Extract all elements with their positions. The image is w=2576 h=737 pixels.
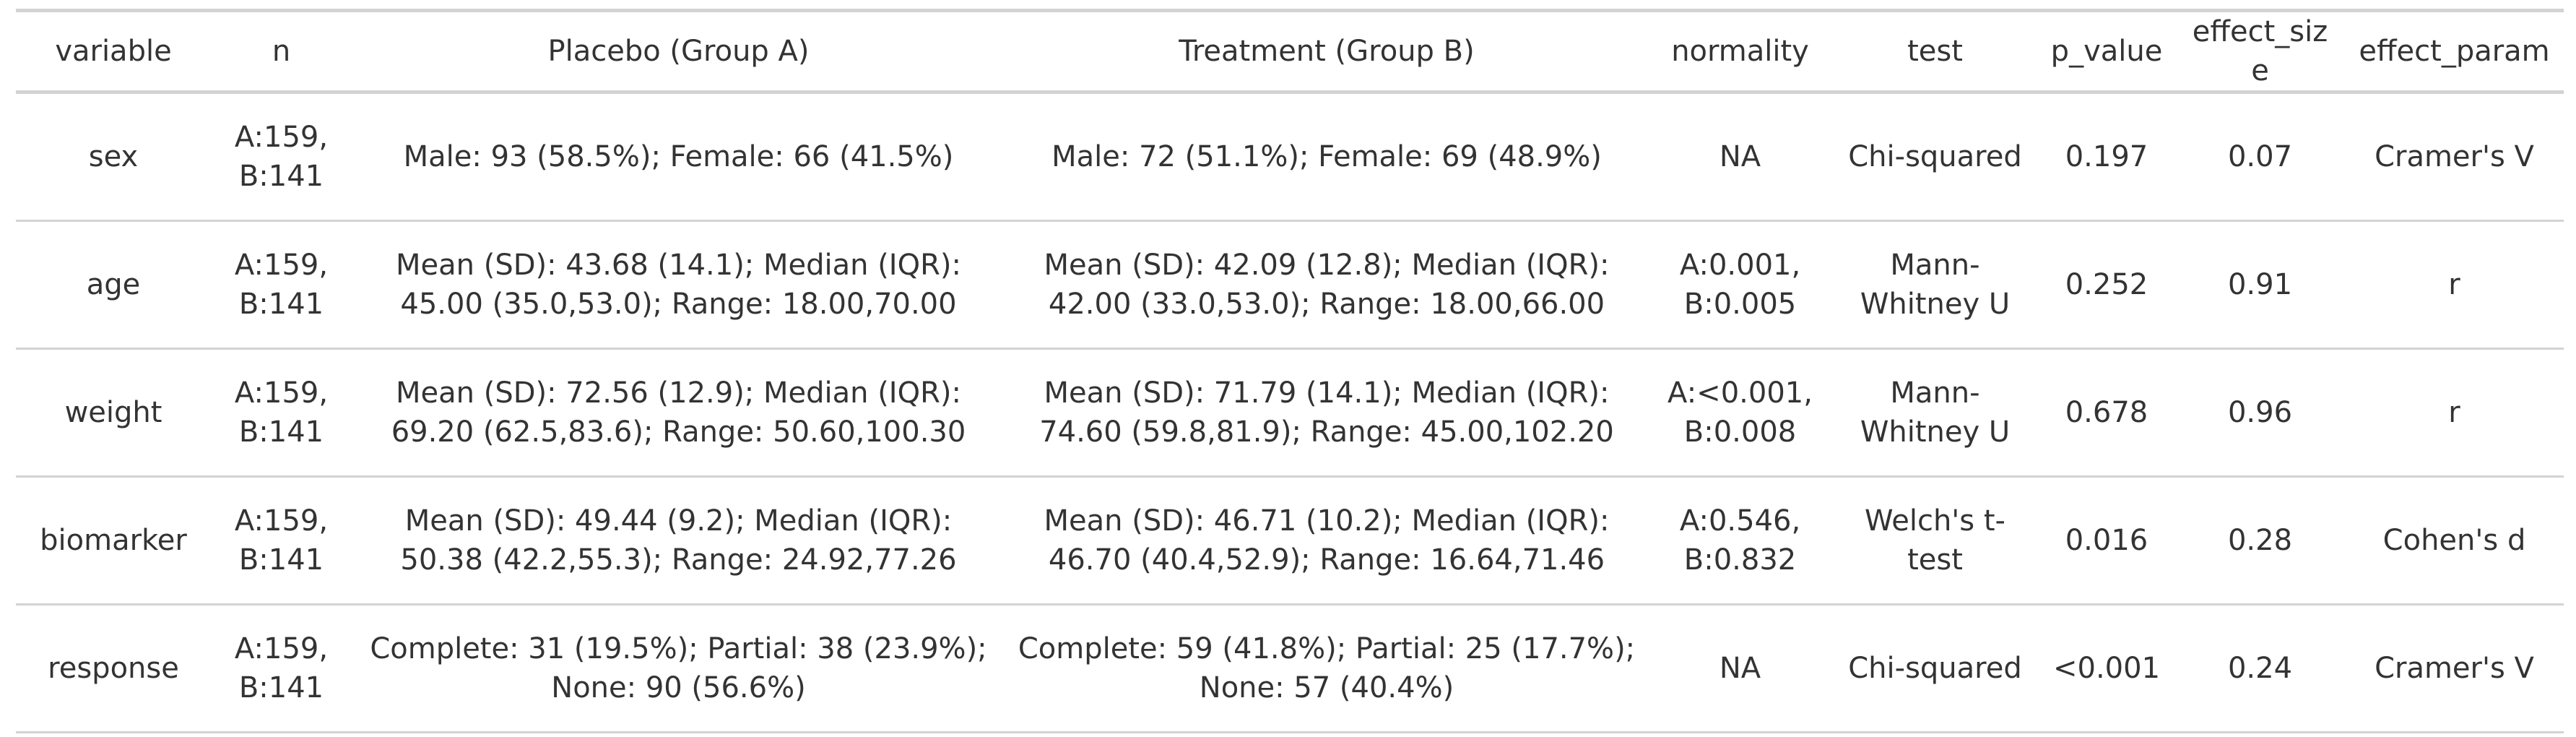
- table-cell: Cramer's V: [2345, 604, 2564, 733]
- table-cell: NA: [1648, 604, 1832, 733]
- table-cell: <0.001: [2038, 604, 2175, 733]
- table-cell: Mean (SD): 71.79 (14.1); Median (IQR): 7…: [1005, 348, 1648, 478]
- table-cell: Chi-squared: [1832, 92, 2038, 222]
- table-cell: Cohen's d: [2345, 476, 2564, 605]
- table-body: sex A:159, B:141 Male: 93 (58.5%); Female:…: [16, 92, 2564, 733]
- table-cell: 0.07: [2175, 92, 2345, 222]
- table-cell: Male: 93 (58.5%); Female: 66 (41.5%): [352, 92, 1005, 222]
- table-cell: 0.91: [2175, 220, 2345, 350]
- table-cell: Mann-Whitney U: [1832, 348, 2038, 478]
- table-cell: Cramer's V: [2345, 92, 2564, 222]
- table-cell: r: [2345, 348, 2564, 478]
- table-cell: 0.28: [2175, 476, 2345, 605]
- table-cell: 0.678: [2038, 348, 2175, 478]
- header-cell: effect_param: [2345, 9, 2564, 94]
- table-cell: r: [2345, 220, 2564, 350]
- table-cell: weight: [16, 348, 211, 478]
- table-cell: NA: [1648, 92, 1832, 222]
- table-cell: Complete: 31 (19.5%); Partial: 38 (23.9%…: [352, 604, 1005, 733]
- table-cell: Complete: 59 (41.8%); Partial: 25 (17.7%…: [1005, 604, 1648, 733]
- table-cell: age: [16, 220, 211, 350]
- header-cell: n: [211, 9, 352, 94]
- table-cell: 0.252: [2038, 220, 2175, 350]
- table-cell: Mann-Whitney U: [1832, 220, 2038, 350]
- table-cell: A:0.546, B:0.832: [1648, 476, 1832, 605]
- table-row: age A:159, B:141 Mean (SD): 43.68 (14.1); …: [16, 220, 2564, 350]
- table-cell: Mean (SD): 72.56 (12.9); Median (IQR): 6…: [352, 348, 1005, 478]
- table-cell: Mean (SD): 43.68 (14.1); Median (IQR): 4…: [352, 220, 1005, 350]
- table-cell: response: [16, 604, 211, 733]
- table-cell: A:159, B:141: [211, 476, 352, 605]
- header-cell: p_value: [2038, 9, 2175, 94]
- header-cell: test: [1832, 9, 2038, 94]
- table-cell: Welch's t-test: [1832, 476, 2038, 605]
- table-cell: Mean (SD): 42.09 (12.8); Median (IQR): 4…: [1005, 220, 1648, 350]
- table-cell: A:159, B:141: [211, 220, 352, 350]
- table-cell: Male: 72 (51.1%); Female: 69 (48.9%): [1005, 92, 1648, 222]
- table-cell: 0.197: [2038, 92, 2175, 222]
- table-cell: 0.24: [2175, 604, 2345, 733]
- header-cell: effect_size: [2175, 9, 2345, 94]
- header-cell: Treatment (Group B): [1005, 9, 1648, 94]
- table-row: response A:159, B:141 Complete: 31 (19.5%)…: [16, 604, 2564, 733]
- header-cell: variable: [16, 9, 211, 94]
- table-cell: Chi-squared: [1832, 604, 2038, 733]
- table-cell: 0.96: [2175, 348, 2345, 478]
- header-cell: normality: [1648, 9, 1832, 94]
- table-row: sex A:159, B:141 Male: 93 (58.5%); Female:…: [16, 92, 2564, 222]
- table-cell: A:159, B:141: [211, 604, 352, 733]
- table-row: biomarker A:159, B:141 Mean (SD): 49.44 (9…: [16, 476, 2564, 605]
- table-row: weight A:159, B:141 Mean (SD): 72.56 (12.9…: [16, 348, 2564, 478]
- table-cell: Mean (SD): 49.44 (9.2); Median (IQR): 50…: [352, 476, 1005, 605]
- table-cell: 0.016: [2038, 476, 2175, 605]
- header-cell: Placebo (Group A): [352, 9, 1005, 94]
- table-cell: biomarker: [16, 476, 211, 605]
- table-cell: Mean (SD): 46.71 (10.2); Median (IQR): 4…: [1005, 476, 1648, 605]
- header-row: variable n Placebo (Group A) Treatment (Gro…: [16, 9, 2564, 94]
- table-cell: sex: [16, 92, 211, 222]
- table-cell: A:0.001, B:0.005: [1648, 220, 1832, 350]
- table-cell: A:159, B:141: [211, 348, 352, 478]
- table-cell: A:<0.001, B:0.008: [1648, 348, 1832, 478]
- table-cell: A:159, B:141: [211, 92, 352, 222]
- summary-table: variable n Placebo (Group A) Treatment (Gro…: [16, 9, 2564, 733]
